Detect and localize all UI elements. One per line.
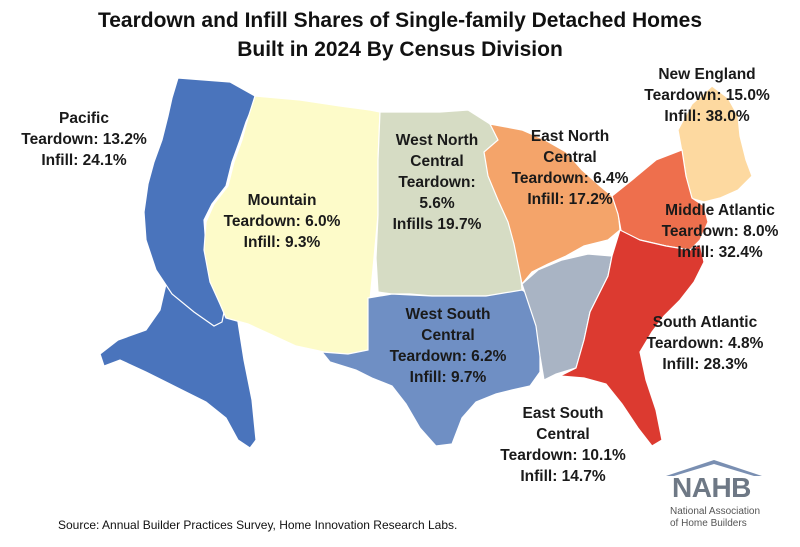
label-line: West North bbox=[395, 132, 479, 149]
label-line: Infills 19.7% bbox=[392, 216, 482, 233]
south-atlantic-region bbox=[557, 229, 705, 447]
label-line: Infill: 9.3% bbox=[243, 234, 321, 251]
label-line: Teardown: 10.1% bbox=[500, 447, 626, 464]
label-pacific: Pacific Teardown: 13.2% Infill: 24.1% bbox=[14, 108, 154, 171]
label-line: Infill: 38.0% bbox=[664, 108, 750, 125]
label-line: Teardown: bbox=[398, 174, 476, 191]
label-line: East South bbox=[522, 405, 604, 422]
label-line: 5.6% bbox=[419, 195, 455, 212]
label-west-north-central: West North Central Teardown: 5.6% Infill… bbox=[372, 130, 502, 235]
label-line: South Atlantic bbox=[652, 314, 758, 331]
house-roof-icon bbox=[666, 460, 762, 476]
label-east-north-central: East North Central Teardown: 6.4% Infill… bbox=[500, 126, 640, 210]
east-north-central-region bbox=[483, 123, 621, 286]
label-line: Infill: 14.7% bbox=[520, 468, 606, 485]
label-line: Central bbox=[421, 327, 475, 344]
map-title-line1: Teardown and Infill Shares of Single-fam… bbox=[97, 9, 703, 32]
label-line: Mountain bbox=[247, 192, 317, 209]
nahb-logo: NAHB National Association of Home Builde… bbox=[656, 458, 776, 532]
label-south-atlantic: South Atlantic Teardown: 4.8% Infill: 28… bbox=[630, 312, 780, 375]
logo-subtitle-line1: National Association bbox=[670, 506, 761, 517]
label-line: Infill: 17.2% bbox=[527, 191, 613, 208]
label-line: Teardown: 15.0% bbox=[644, 87, 770, 104]
label-line: Teardown: 13.2% bbox=[21, 131, 147, 148]
label-line: Central bbox=[410, 153, 464, 170]
label-line: New England bbox=[658, 66, 756, 83]
label-new-england: New England Teardown: 15.0% Infill: 38.0… bbox=[632, 64, 782, 127]
label-line: Teardown: 8.0% bbox=[661, 223, 779, 240]
source-note: Source: Annual Builder Practices Survey,… bbox=[58, 518, 458, 532]
label-line: Infill: 24.1% bbox=[41, 152, 127, 169]
label-line: Middle Atlantic bbox=[665, 202, 775, 219]
logo-wordmark: NAHB bbox=[672, 472, 751, 503]
label-line: Pacific bbox=[59, 110, 109, 127]
west-south-central-region bbox=[320, 289, 541, 447]
label-line: Infill: 9.7% bbox=[409, 369, 487, 386]
pacific-region bbox=[143, 77, 256, 327]
label-west-south-central: West South Central Teardown: 6.2% Infill… bbox=[378, 304, 518, 388]
label-line: West South bbox=[405, 306, 491, 323]
logo-subtitle-line2: of Home Builders bbox=[670, 518, 747, 529]
label-line: East North bbox=[530, 128, 610, 145]
label-line: Teardown: 6.0% bbox=[223, 213, 341, 230]
label-line: Infill: 32.4% bbox=[677, 244, 763, 261]
label-east-south-central: East South Central Teardown: 10.1% Infil… bbox=[488, 403, 638, 487]
label-line: Central bbox=[543, 149, 597, 166]
label-line: Infill: 28.3% bbox=[662, 356, 748, 373]
label-line: Teardown: 6.2% bbox=[389, 348, 507, 365]
label-line: Teardown: 4.8% bbox=[646, 335, 764, 352]
label-middle-atlantic: Middle Atlantic Teardown: 8.0% Infill: 3… bbox=[648, 200, 792, 263]
label-line: Teardown: 6.4% bbox=[511, 170, 629, 187]
label-line: Central bbox=[536, 426, 590, 443]
label-mountain: Mountain Teardown: 6.0% Infill: 9.3% bbox=[212, 190, 352, 253]
map-title-line2: Built in 2024 By Census Division bbox=[237, 38, 563, 61]
